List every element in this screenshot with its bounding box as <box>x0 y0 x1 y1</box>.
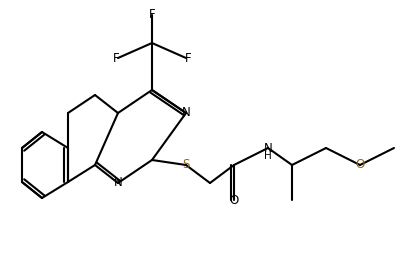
Text: N: N <box>113 177 122 189</box>
Text: F: F <box>185 51 191 65</box>
Text: N: N <box>264 142 272 155</box>
Text: F: F <box>149 9 155 21</box>
Text: H: H <box>264 151 272 161</box>
Text: O: O <box>355 158 364 172</box>
Text: S: S <box>182 158 190 172</box>
Text: F: F <box>113 51 119 65</box>
Text: O: O <box>229 194 239 207</box>
Text: N: N <box>182 106 191 120</box>
